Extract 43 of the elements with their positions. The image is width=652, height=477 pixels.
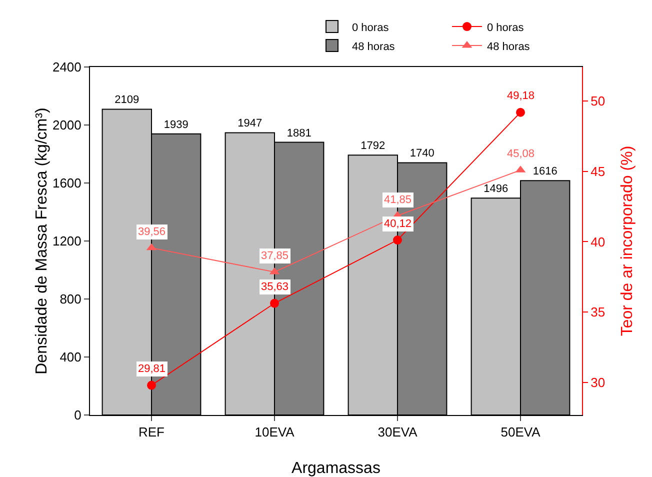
y-axis-title: Densidade de Massa Fresca (kg/cm³)	[33, 108, 50, 374]
x-tick-label: 30EVA	[378, 424, 418, 440]
data-label: 1740	[410, 148, 434, 160]
point	[393, 236, 402, 245]
data-label: 1496	[484, 183, 508, 196]
y2-tick-label: 45	[590, 164, 606, 179]
data-label: 45,08	[507, 148, 535, 160]
y2-tick-label: 35	[590, 304, 606, 320]
data-label: 37,85	[261, 250, 289, 262]
data-label: 29,81	[138, 363, 166, 375]
y-tick-label: 0	[74, 408, 82, 423]
data-label: 2109	[114, 94, 140, 106]
y-tick-label: 400	[60, 350, 82, 365]
data-label: 1792	[360, 140, 386, 152]
data-label: 39,56	[138, 226, 166, 238]
data-label: 35,63	[261, 281, 289, 293]
point	[270, 298, 279, 308]
y-tick-label: 1200	[52, 234, 82, 249]
point	[516, 108, 525, 117]
data-label: 49,18	[507, 90, 535, 102]
y-tick-label: 1600	[52, 176, 82, 191]
data-label: 41,85	[384, 194, 412, 206]
data-label: 1939	[164, 118, 188, 131]
data-label: 1881	[286, 127, 312, 140]
point	[147, 380, 156, 390]
y-tick-label: 800	[60, 292, 82, 307]
y2-tick-label: 50	[590, 93, 606, 108]
y2-tick-label: 30	[590, 375, 606, 390]
x-axis-title: Argamassas	[292, 460, 380, 477]
x-tick-label: 10EVA	[254, 424, 295, 440]
data-label: 1616	[532, 166, 558, 178]
x-tick-label: 50EVA	[500, 424, 541, 440]
y-tick-label: 2000	[52, 118, 82, 133]
data-label: 40,12	[384, 218, 412, 230]
y2-axis-title: Teor de ar incorporado (%)	[619, 146, 636, 336]
legend-label: 0 horas	[487, 22, 524, 34]
data-label: 1947	[238, 118, 262, 130]
legend-label: 0 horas	[352, 22, 390, 34]
y-tick-label: 2400	[52, 60, 82, 75]
legend-label: 48 horas	[487, 40, 530, 53]
y2-tick-label: 40	[590, 234, 606, 250]
x-tick-label: REF	[138, 424, 165, 440]
legend-label: 48 horas	[352, 40, 396, 53]
